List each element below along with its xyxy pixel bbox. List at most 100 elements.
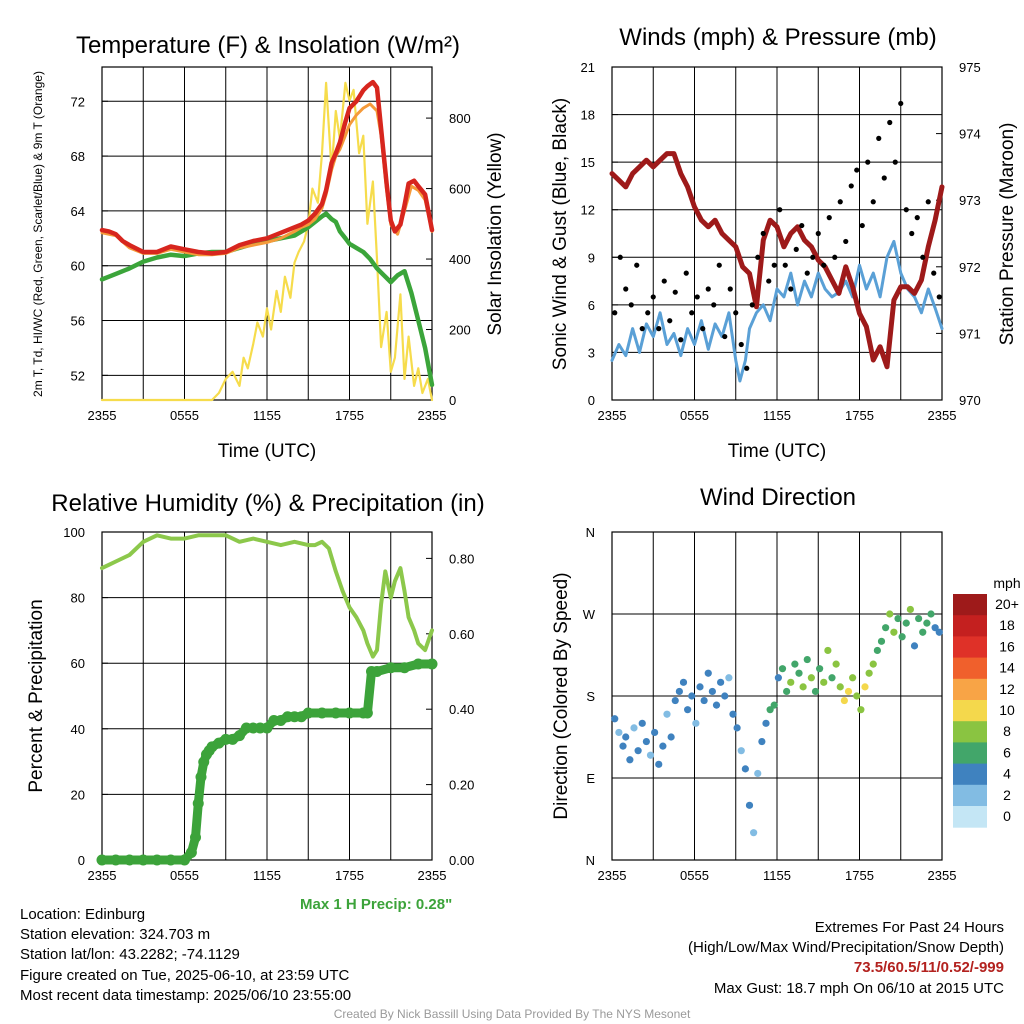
gust-point: [887, 119, 893, 126]
series-line-sonic-wind: [610, 239, 944, 383]
precip-point: [316, 707, 328, 719]
wind-direction-point: [844, 687, 853, 696]
wind-direction-point: [853, 692, 861, 700]
colorbar-label: 12: [999, 681, 1015, 697]
wind-direction-point: [787, 678, 795, 686]
wind-direction-point: [931, 624, 939, 632]
wind-direction-point: [675, 687, 683, 696]
wind-direction-point: [704, 669, 712, 677]
chart-title: Wind Direction: [700, 484, 856, 511]
gust-point: [722, 333, 728, 340]
extremes-subtitle: (High/Low/Max Wind/Precipitation/Snow De…: [688, 939, 1004, 957]
chart-title: Temperature (F) & Insolation (W/m²): [76, 32, 460, 59]
y2-tick-label: 972: [959, 260, 981, 275]
gust-point: [848, 183, 854, 189]
latlon-text: Station lat/lon: 43.2282; -74.1129: [20, 946, 240, 964]
y2-tick-label: 600: [449, 182, 471, 197]
panel-3: 2355 0555 1155 1755 23550204060801000.000.20…: [26, 490, 485, 883]
elevation-text: Station elevation: 324.703 m: [20, 926, 211, 944]
wind-direction-point: [622, 733, 630, 741]
colorbar-swatch: [953, 806, 987, 828]
wind-direction-point: [663, 710, 671, 718]
wind-direction-point: [688, 692, 696, 700]
precip-point: [195, 771, 207, 783]
wind-direction-point: [721, 692, 729, 700]
y2-tick-label: 971: [959, 326, 981, 341]
y-axis-label: Direction (Colored By Speed): [551, 572, 572, 819]
wind-direction-point: [882, 624, 890, 632]
wind-direction-point: [807, 674, 815, 682]
gust-point: [711, 302, 717, 308]
wind-direction-point: [638, 719, 646, 727]
wind-direction-point: [745, 801, 754, 809]
wind-direction-point: [770, 701, 778, 709]
colorbar-swatch: [953, 615, 987, 637]
wind-direction-point: [750, 829, 758, 837]
precip-point: [96, 854, 108, 866]
gust-point: [903, 207, 909, 213]
y-tick-label: 80: [71, 591, 85, 606]
gust-point: [810, 254, 816, 260]
gust-point: [931, 270, 937, 276]
wind-direction-point: [803, 655, 811, 664]
wind-direction-point: [849, 674, 857, 682]
y-tick-label: 68: [71, 149, 85, 164]
x-tick-label: 2355: [418, 868, 447, 883]
y2-tick-label: 0.60: [449, 627, 474, 642]
colorbar-swatch: [953, 784, 987, 807]
y-tick-label: 12: [581, 203, 595, 218]
gust-point: [634, 262, 640, 268]
max-precip-label: Max 1 H Precip: 0.28": [300, 896, 453, 913]
colorbar-swatch: [953, 763, 987, 786]
gust-point: [612, 310, 618, 316]
wind-direction-point: [791, 660, 799, 668]
x-axis-label: Time (UTC): [218, 441, 317, 462]
wind-direction-point: [611, 715, 619, 723]
wind-direction-point: [700, 696, 708, 705]
chart-title: Relative Humidity (%) & Precipitation (i…: [51, 490, 484, 517]
y-tick-label: 56: [71, 314, 85, 329]
y-tick-label: 3: [588, 345, 595, 360]
gust-point: [645, 310, 651, 316]
x-axis-label: Time (UTC): [728, 441, 827, 462]
gust-point: [815, 230, 821, 237]
panel-1: 2355 0555 1155 1755 2355 52 56 60 64 68 72 0 200 400 6…: [31, 32, 506, 462]
y-tick-label: S: [586, 689, 595, 704]
chart-title: Winds (mph) & Pressure (mb): [619, 24, 936, 51]
x-tick-label: 2355: [928, 868, 957, 883]
wind-direction-point: [659, 742, 667, 750]
gust-point: [738, 341, 744, 348]
y-tick-label: 40: [71, 722, 85, 737]
series-line-2m-td: [99, 211, 435, 388]
y-tick-label: 60: [71, 259, 85, 274]
wind-direction-point: [873, 646, 881, 655]
y-tick-label: 21: [581, 60, 595, 75]
gust-point: [832, 254, 838, 260]
gust-point: [804, 270, 810, 276]
wind-direction-point: [754, 769, 762, 778]
wind-direction-point: [679, 678, 688, 686]
precip-point: [412, 658, 424, 670]
gust-point: [656, 326, 662, 332]
y-tick-label: 0: [588, 393, 595, 408]
colorbar-label: 6: [1003, 744, 1011, 760]
gust-point: [617, 254, 623, 260]
x-tick-label: 1155: [763, 408, 791, 423]
precip-point: [165, 854, 177, 866]
wind-direction-point: [758, 737, 766, 746]
x-tick-label: 1755: [335, 868, 364, 883]
x-tick-label: 1755: [845, 868, 874, 883]
colorbar-label: 4: [1003, 766, 1011, 782]
colorbar-label: 0: [1003, 808, 1011, 824]
y-axis-label: Percent & Precipitation: [26, 599, 47, 792]
precip-point: [330, 707, 342, 719]
plot-frame: [101, 531, 433, 861]
precip-point: [185, 846, 197, 858]
wind-direction-point: [828, 674, 836, 682]
wind-direction-point: [642, 737, 650, 746]
precip-point: [190, 831, 201, 843]
extremes-title: Extremes For Past 24 Hours: [814, 919, 1004, 936]
x-tick-label: 0555: [170, 408, 199, 423]
